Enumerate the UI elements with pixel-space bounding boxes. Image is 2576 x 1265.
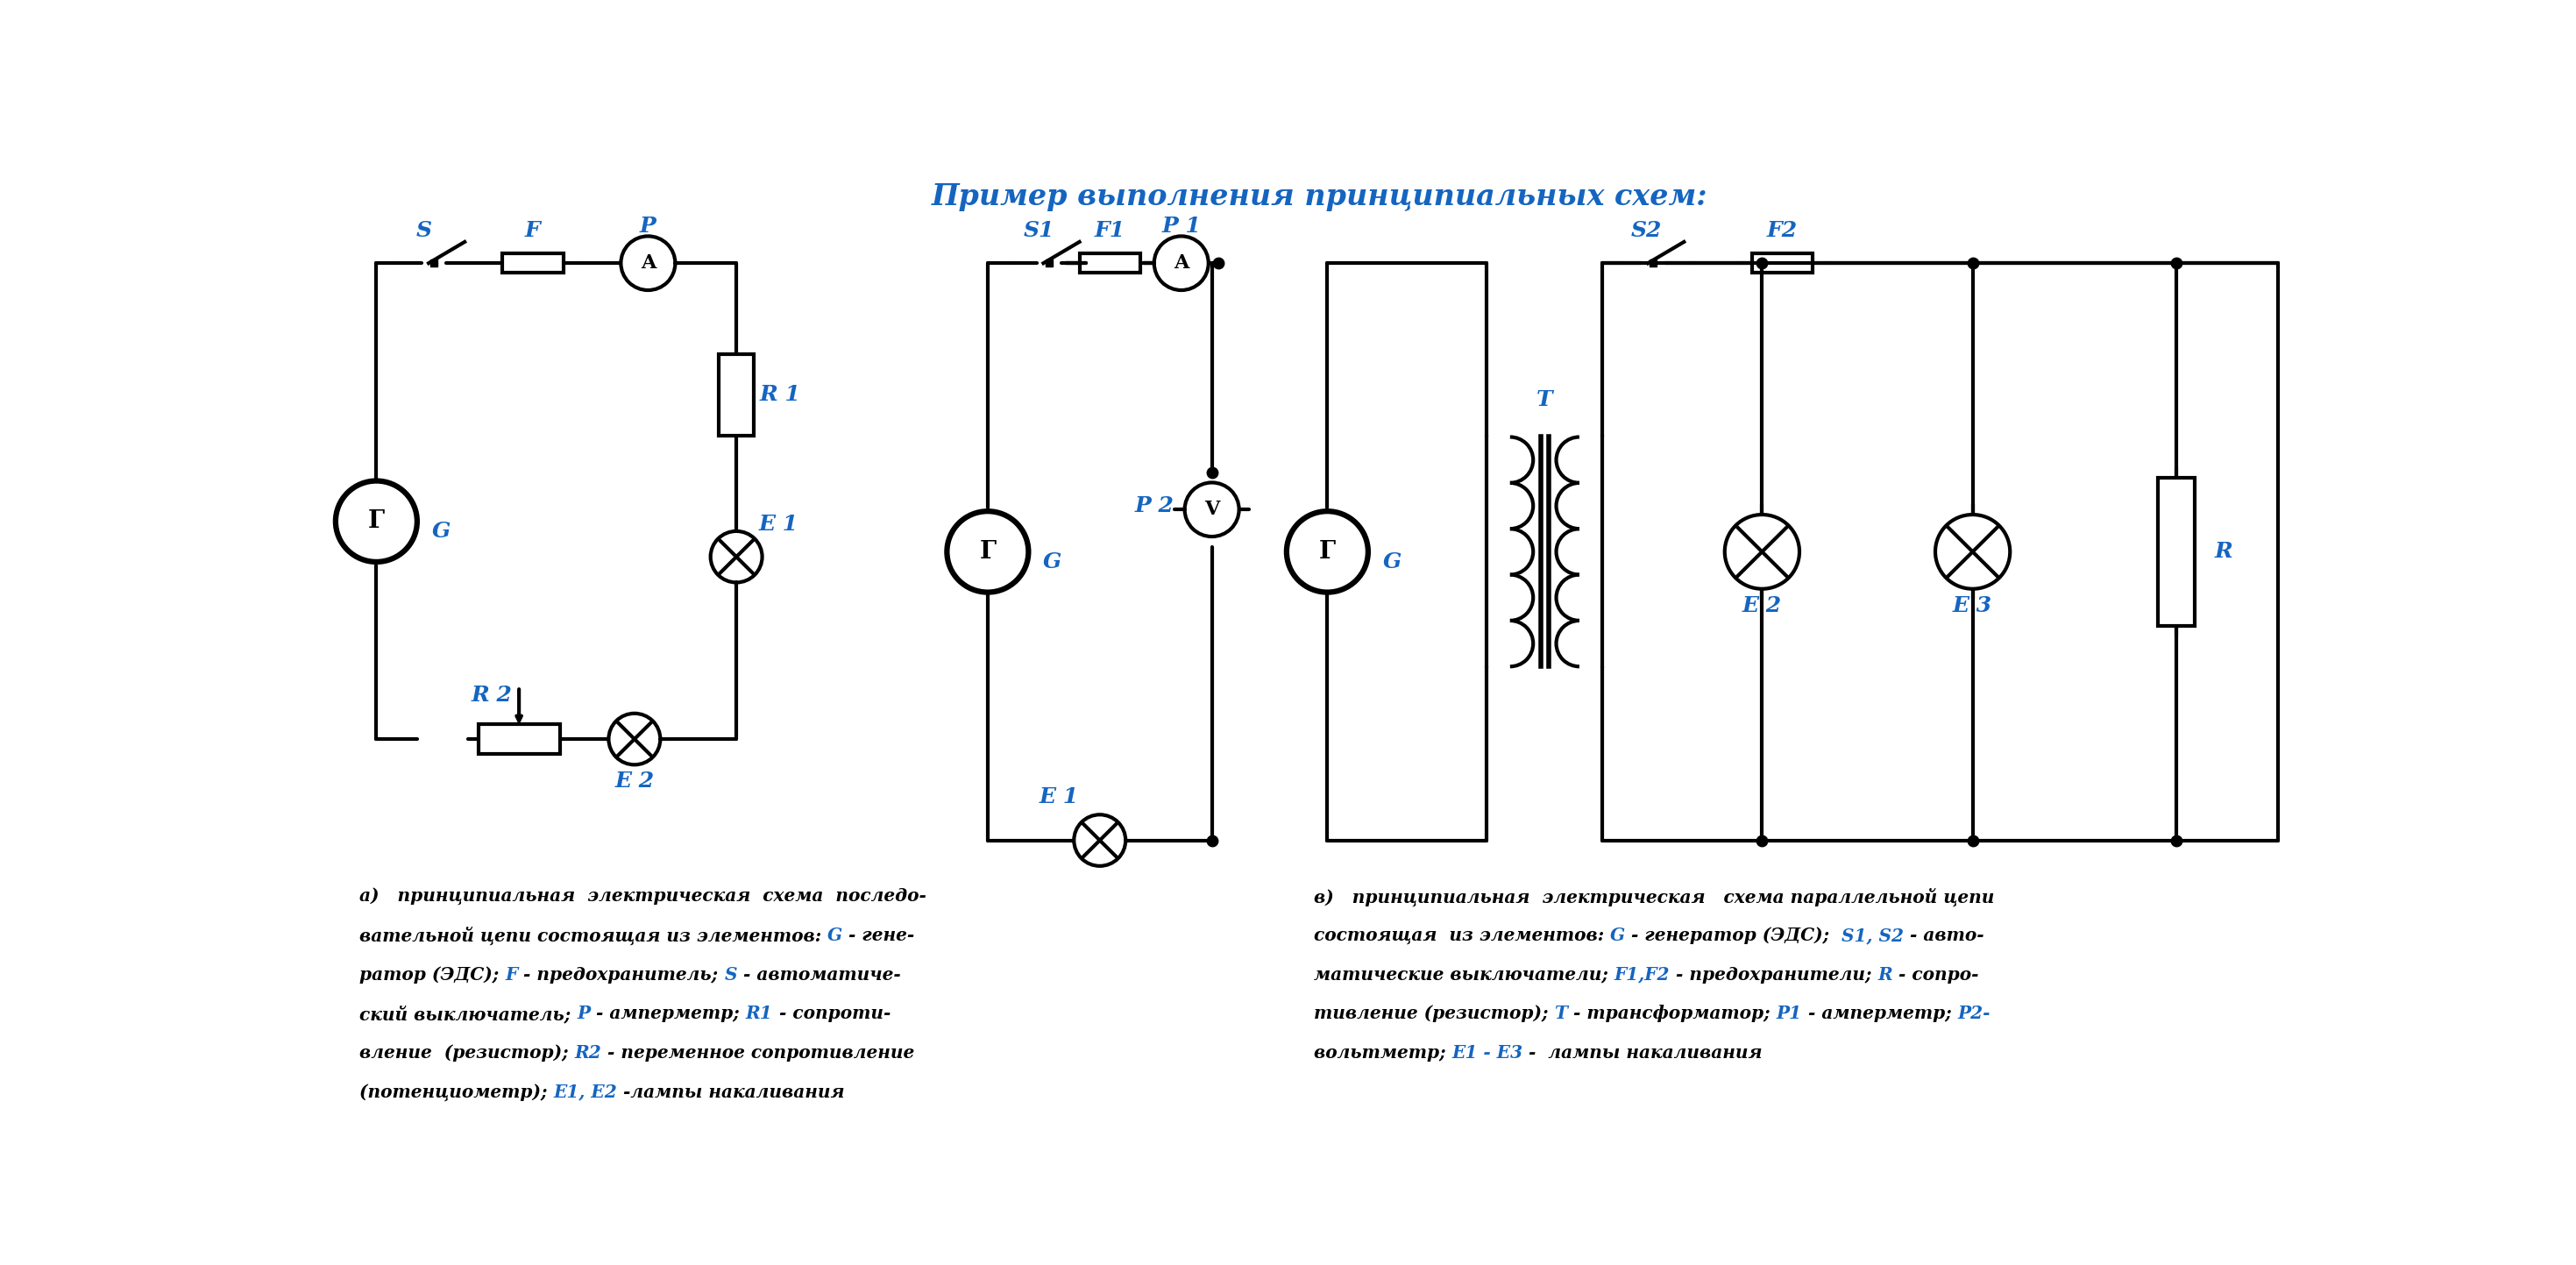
Text: P 1: P 1 <box>1162 215 1200 237</box>
Bar <box>2159 477 2195 626</box>
Text: S2: S2 <box>1631 220 1662 242</box>
Circle shape <box>948 511 1028 592</box>
Text: - амперметр;: - амперметр; <box>1803 1004 1958 1022</box>
Text: Г: Г <box>368 510 384 534</box>
Text: (потенциометр);: (потенциометр); <box>361 1083 554 1101</box>
Text: - гене-: - гене- <box>842 927 914 944</box>
Text: R1: R1 <box>747 1004 773 1022</box>
Circle shape <box>1935 515 2009 589</box>
Text: Пример выполнения принципиальных схем:: Пример выполнения принципиальных схем: <box>933 182 1708 211</box>
Text: ский выключатель;: ский выключатель; <box>361 1004 577 1023</box>
Bar <box>430 259 438 267</box>
Text: - сопроти-: - сопроти- <box>773 1004 891 1022</box>
Circle shape <box>1154 237 1208 290</box>
Text: R 2: R 2 <box>471 684 513 706</box>
Text: G: G <box>433 521 451 541</box>
Text: в)   принципиальная  электрическая   схема параллельной цепи: в) принципиальная электрическая схема па… <box>1314 888 1994 906</box>
Text: S: S <box>724 966 737 983</box>
Text: V: V <box>1203 500 1218 519</box>
Bar <box>479 724 559 754</box>
Text: - сопро-: - сопро- <box>1893 966 1978 983</box>
Text: E 2: E 2 <box>616 770 654 792</box>
Text: вательной цепи состоящая из элементов:: вательной цепи состоящая из элементов: <box>361 927 827 945</box>
Text: тивление (резистор);: тивление (резистор); <box>1314 1004 1553 1022</box>
Text: а)   принципиальная  электрическая  схема  последо-: а) принципиальная электрическая схема по… <box>361 888 927 904</box>
Text: A: A <box>641 253 657 273</box>
Text: вольтметр;: вольтметр; <box>1314 1044 1453 1061</box>
Text: E1, E2: E1, E2 <box>554 1083 618 1101</box>
Text: P: P <box>577 1004 590 1022</box>
Bar <box>1651 259 1656 267</box>
Text: E 1: E 1 <box>760 514 799 535</box>
Text: S1: S1 <box>1023 220 1054 242</box>
Text: T: T <box>1553 1004 1566 1022</box>
Text: R 1: R 1 <box>760 385 801 405</box>
Text: P: P <box>639 215 657 237</box>
Circle shape <box>1726 515 1801 589</box>
Text: P2-: P2- <box>1958 1004 1991 1022</box>
Text: S1, S2: S1, S2 <box>1842 927 1904 944</box>
Text: - переменное сопротивление: - переменное сопротивление <box>600 1044 914 1061</box>
Text: E 2: E 2 <box>1741 596 1783 616</box>
Text: E1 - E3: E1 - E3 <box>1453 1044 1522 1061</box>
Text: G: G <box>1383 552 1401 572</box>
Circle shape <box>711 531 762 582</box>
Text: Г: Г <box>979 540 997 564</box>
Text: - предохранитель;: - предохранитель; <box>518 966 724 983</box>
Bar <box>1079 254 1141 273</box>
Bar <box>1046 259 1051 267</box>
Text: E 3: E 3 <box>1953 596 1991 616</box>
Text: состоящая  из элементов:: состоящая из элементов: <box>1314 927 1610 944</box>
Text: P1: P1 <box>1777 1004 1803 1022</box>
Text: Г: Г <box>1319 540 1337 564</box>
Bar <box>719 354 755 435</box>
Text: G: G <box>827 927 842 944</box>
Text: - предохранители;: - предохранители; <box>1669 966 1878 983</box>
Text: P 2: P 2 <box>1133 496 1175 516</box>
Text: F1,F2: F1,F2 <box>1615 966 1669 983</box>
Text: -лампы накаливания: -лампы накаливания <box>618 1083 845 1101</box>
Text: матические выключатели;: матические выключатели; <box>1314 966 1615 983</box>
Text: R: R <box>1878 966 1893 983</box>
Circle shape <box>608 713 659 765</box>
Text: - генератор (ЭДС);: - генератор (ЭДС); <box>1625 927 1842 944</box>
Text: - трансформатор;: - трансформатор; <box>1566 1004 1777 1022</box>
Text: F: F <box>526 220 541 242</box>
Text: -  лампы накаливания: - лампы накаливания <box>1522 1044 1762 1061</box>
Bar <box>502 254 564 273</box>
Text: T: T <box>1535 390 1553 410</box>
Text: S: S <box>415 220 433 242</box>
Text: G: G <box>1610 927 1625 944</box>
Text: E 1: E 1 <box>1038 786 1079 807</box>
Text: - амперметр;: - амперметр; <box>590 1004 747 1022</box>
Text: вление  (резистор);: вление (резистор); <box>361 1044 574 1061</box>
Text: F: F <box>505 966 518 983</box>
Text: A: A <box>1175 253 1190 273</box>
Text: G: G <box>1043 552 1061 572</box>
Circle shape <box>1185 482 1239 536</box>
Text: - авто-: - авто- <box>1904 927 1984 944</box>
Text: F1: F1 <box>1095 220 1126 242</box>
Text: R: R <box>2215 541 2233 562</box>
Circle shape <box>1074 815 1126 867</box>
Text: ратор (ЭДС);: ратор (ЭДС); <box>361 966 505 983</box>
Circle shape <box>335 481 417 562</box>
Circle shape <box>1285 511 1368 592</box>
Bar <box>1752 254 1814 273</box>
Text: R2: R2 <box>574 1044 600 1061</box>
Circle shape <box>621 237 675 290</box>
Text: - автоматиче-: - автоматиче- <box>737 966 902 983</box>
Text: F2: F2 <box>1767 220 1798 242</box>
